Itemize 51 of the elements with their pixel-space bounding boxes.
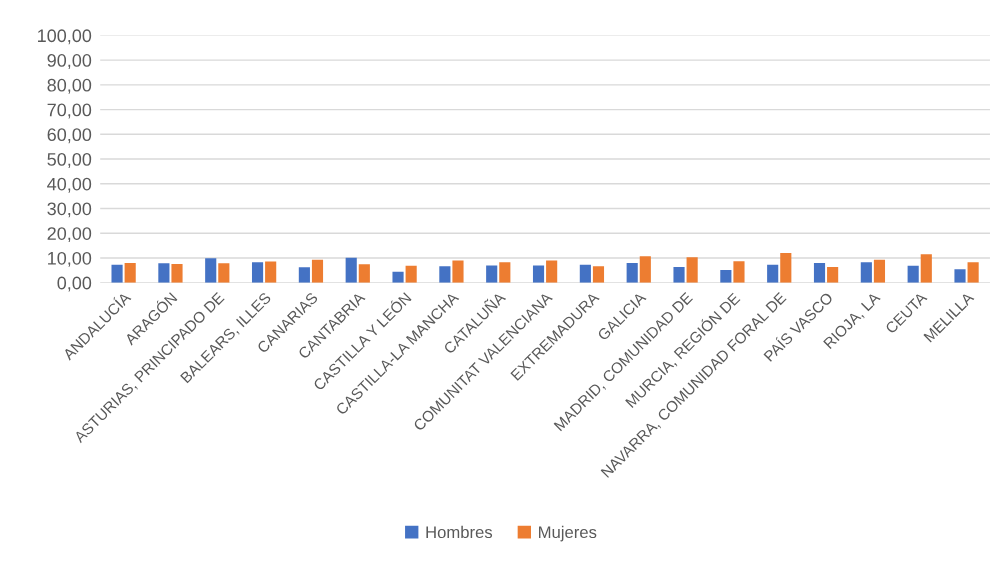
bar [499, 262, 511, 283]
bar [733, 261, 745, 283]
bar [218, 263, 230, 283]
bar [686, 257, 698, 283]
y-tick-label: 40,00 [47, 177, 92, 193]
legend-label: Mujeres [539, 525, 597, 542]
bar [967, 262, 979, 283]
bar [452, 260, 464, 283]
bar [546, 260, 558, 283]
bar [532, 265, 545, 283]
bar [158, 263, 170, 283]
bar [111, 264, 123, 283]
bar [813, 262, 826, 283]
y-tick-label: 20,00 [47, 227, 92, 243]
bar [592, 266, 605, 283]
bar [639, 256, 651, 283]
y-tick-label: 70,00 [47, 103, 92, 119]
bar [405, 265, 417, 283]
bar [720, 270, 732, 283]
bar [486, 265, 498, 283]
bar [954, 269, 966, 283]
y-tick-label: 60,00 [47, 128, 92, 144]
bar [439, 266, 451, 283]
bar [298, 267, 310, 283]
y-tick-label: 50,00 [47, 152, 92, 168]
bar [827, 267, 839, 283]
bar [171, 263, 183, 283]
bar [358, 264, 370, 283]
y-tick-label: 100,00 [38, 29, 92, 45]
legend-label: Hombres [426, 525, 493, 539]
bar [311, 259, 324, 283]
bar [626, 262, 638, 283]
bar [873, 259, 886, 283]
bar [205, 258, 217, 283]
y-tick-label: 90,00 [47, 54, 92, 69]
bar [860, 262, 872, 283]
bar [579, 264, 591, 283]
bar [392, 271, 404, 283]
bar [345, 257, 357, 283]
y-tick-label: 80,00 [47, 78, 92, 94]
bar [780, 253, 792, 283]
y-tick-label: 30,00 [47, 202, 92, 218]
bar [265, 261, 277, 283]
bar [673, 267, 685, 283]
bar [251, 262, 264, 283]
bar [920, 254, 932, 283]
bar [124, 262, 136, 283]
y-tick-label: 10,00 [48, 251, 92, 267]
y-tick-label: 0,00 [57, 276, 92, 292]
bar [907, 265, 919, 283]
bar [767, 264, 779, 283]
